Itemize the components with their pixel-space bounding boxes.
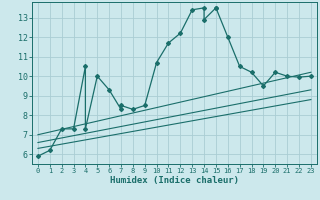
X-axis label: Humidex (Indice chaleur): Humidex (Indice chaleur) (110, 176, 239, 185)
